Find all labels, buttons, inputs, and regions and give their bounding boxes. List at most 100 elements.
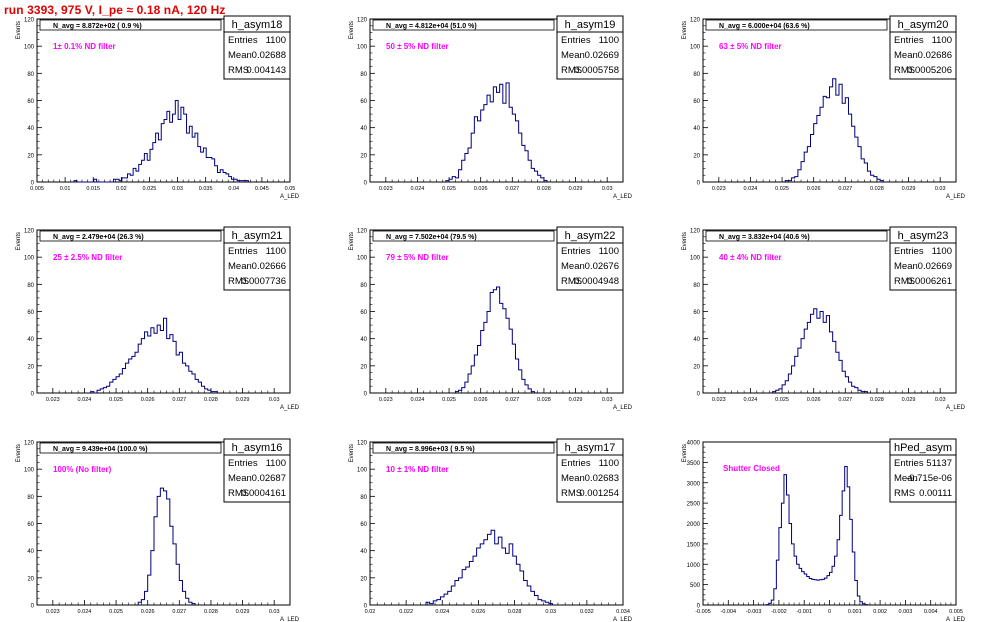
- filter-text: 10 ± 1% ND filter: [386, 465, 449, 474]
- x-tick-label: -0.005: [695, 609, 711, 615]
- x-tick-label: 0.025: [143, 186, 157, 192]
- y-axis-label: Events: [16, 232, 22, 250]
- y-tick-label: 40: [360, 126, 367, 132]
- histogram-line-h_asym18: [73, 100, 249, 183]
- y-tick-label: 100: [24, 468, 35, 474]
- x-tick-label: 0.024: [435, 609, 449, 615]
- x-tick-label: 0.032: [580, 609, 594, 615]
- stats-row-value: -9.715e-06: [906, 473, 952, 484]
- y-tick-label: 40: [27, 126, 34, 132]
- y-tick-label: 80: [27, 283, 34, 289]
- stats-box-frame: [889, 438, 957, 503]
- x-tick-label: 0.029: [902, 397, 916, 403]
- x-tick-label: 0.03: [602, 397, 613, 403]
- x-tick-label: 0.028: [204, 609, 218, 615]
- stats-box-title: h_asym17: [565, 442, 616, 454]
- run-title: run 3393, 975 V, I_pe ≈ 0.18 nA, 120 Hz: [4, 3, 226, 17]
- stats-box: h_asym18 Entries 1100 Mean 0.02688RMS0.00414…: [223, 15, 291, 80]
- filter-text: 1± 0.1% ND filter: [53, 42, 116, 51]
- stats-row-value: 0.02669: [585, 50, 619, 61]
- n-avg-text: N_avg = 8.996e+03 ( 9.5 %): [386, 446, 475, 453]
- stats-box-title: h_asym23: [898, 230, 949, 242]
- x-tick-label: 0.026: [141, 397, 155, 403]
- stats-row-label: RMS: [561, 488, 582, 499]
- x-tick-label: 0.027: [172, 609, 186, 615]
- stats-row-label: Mean: [894, 50, 918, 61]
- y-tick-label: 1000: [687, 563, 701, 569]
- y-tick-label: 120: [690, 229, 701, 235]
- stats-row-label: Mean: [228, 261, 252, 272]
- stats-box-frame: [223, 226, 291, 291]
- stats-row-value: 1100: [932, 35, 952, 46]
- stats-row-value: 1100: [266, 35, 286, 46]
- stats-row-value: 0.02666: [252, 261, 286, 272]
- y-tick-label: 3000: [687, 481, 701, 487]
- stats-row-value: 0.02676: [585, 261, 619, 272]
- stats-row-value: 0.02683: [585, 473, 619, 484]
- n-avg-text: N_avg = 9.439e+04 (100.0 %): [53, 446, 148, 453]
- y-tick-label: 20: [360, 153, 367, 159]
- y-tick-label: 120: [690, 18, 701, 24]
- y-tick-label: 120: [357, 229, 368, 235]
- x-tick-label: 0.023: [379, 186, 393, 192]
- x-tick-label: 0.02: [116, 186, 127, 192]
- x-tick-label: 0.002: [873, 609, 887, 615]
- x-tick-label: 0.024: [411, 186, 425, 192]
- x-tick-label: -0.004: [720, 609, 736, 615]
- x-tick-label: 0.005: [30, 186, 44, 192]
- filter-text: 63 ± 5% ND filter: [719, 42, 782, 51]
- y-tick-label: 500: [690, 583, 701, 589]
- x-tick-label: 0.035: [199, 186, 213, 192]
- x-tick-label: 0.023: [712, 397, 726, 403]
- x-tick-label: 0.03: [545, 609, 556, 615]
- histogram-line-h_asym22: [454, 286, 535, 393]
- stats-row-label: Mean: [894, 473, 918, 484]
- stats-row-value: 0.0005758: [574, 65, 619, 76]
- stats-row-label: Entries: [228, 35, 258, 46]
- x-tick-label: 0.026: [141, 609, 155, 615]
- stats-row-label: RMS: [228, 488, 249, 499]
- stats-row-label: Mean: [894, 261, 918, 272]
- x-tick-label: 0.028: [204, 397, 218, 403]
- x-tick-label: -0.001: [796, 609, 812, 615]
- y-tick-label: 3500: [687, 461, 701, 467]
- x-axis-label: A_LED: [613, 405, 633, 411]
- x-tick-label: -0.002: [771, 609, 787, 615]
- stats-box-title: h_asym22: [565, 230, 616, 242]
- histogram-line-h_asym17: [425, 529, 554, 605]
- x-tick-label: 0.028: [870, 397, 884, 403]
- y-tick-label: 40: [27, 549, 34, 555]
- y-tick-label: 0: [31, 604, 35, 610]
- stats-row-value: 0.0007736: [241, 276, 286, 287]
- x-tick-label: 0.025: [442, 397, 456, 403]
- stats-box: h_asym20 Entries 1100 Mean 0.02686RMS0.00052…: [889, 15, 957, 80]
- x-tick-label: 0.027: [505, 397, 519, 403]
- x-tick-label: 0.015: [86, 186, 100, 192]
- stats-row-value: 0.0004161: [241, 488, 286, 499]
- x-tick-label: 0.029: [569, 186, 583, 192]
- n-avg-frame: [372, 230, 555, 242]
- annotation-box: N_avg = 8.872e+02 ( 0.9 %) 1± 0.1% ND fil…: [39, 19, 222, 51]
- n-avg-text: N_avg = 6.000e+04 (63.6 %): [719, 23, 810, 30]
- y-axis-label: Events: [349, 232, 355, 250]
- y-axis-label: Events: [349, 444, 355, 462]
- filter-text: 79 ± 5% ND filter: [386, 253, 449, 262]
- y-axis-label: Events: [682, 21, 688, 39]
- annotation-box: N_avg = 2.479e+04 (26.3 %) 25 ± 2.5% ND f…: [39, 230, 222, 262]
- filter-text: 25 ± 2.5% ND filter: [53, 253, 122, 262]
- y-tick-label: 60: [360, 99, 367, 105]
- x-tick-label: 0.029: [902, 186, 916, 192]
- y-tick-label: 60: [693, 310, 700, 316]
- x-tick-label: 0.029: [236, 609, 250, 615]
- annotation-box: N_avg = 6.000e+04 (63.6 %) 63 ± 5% ND fil…: [705, 19, 888, 51]
- x-tick-label: 0.024: [78, 397, 92, 403]
- stats-box: h_asym23 Entries 1100 Mean 0.02669RMS0.00062…: [889, 226, 957, 291]
- x-tick-label: 0.029: [236, 397, 250, 403]
- x-tick-label: 0.028: [870, 186, 884, 192]
- y-tick-label: 0: [697, 392, 701, 398]
- y-tick-label: 40: [693, 126, 700, 132]
